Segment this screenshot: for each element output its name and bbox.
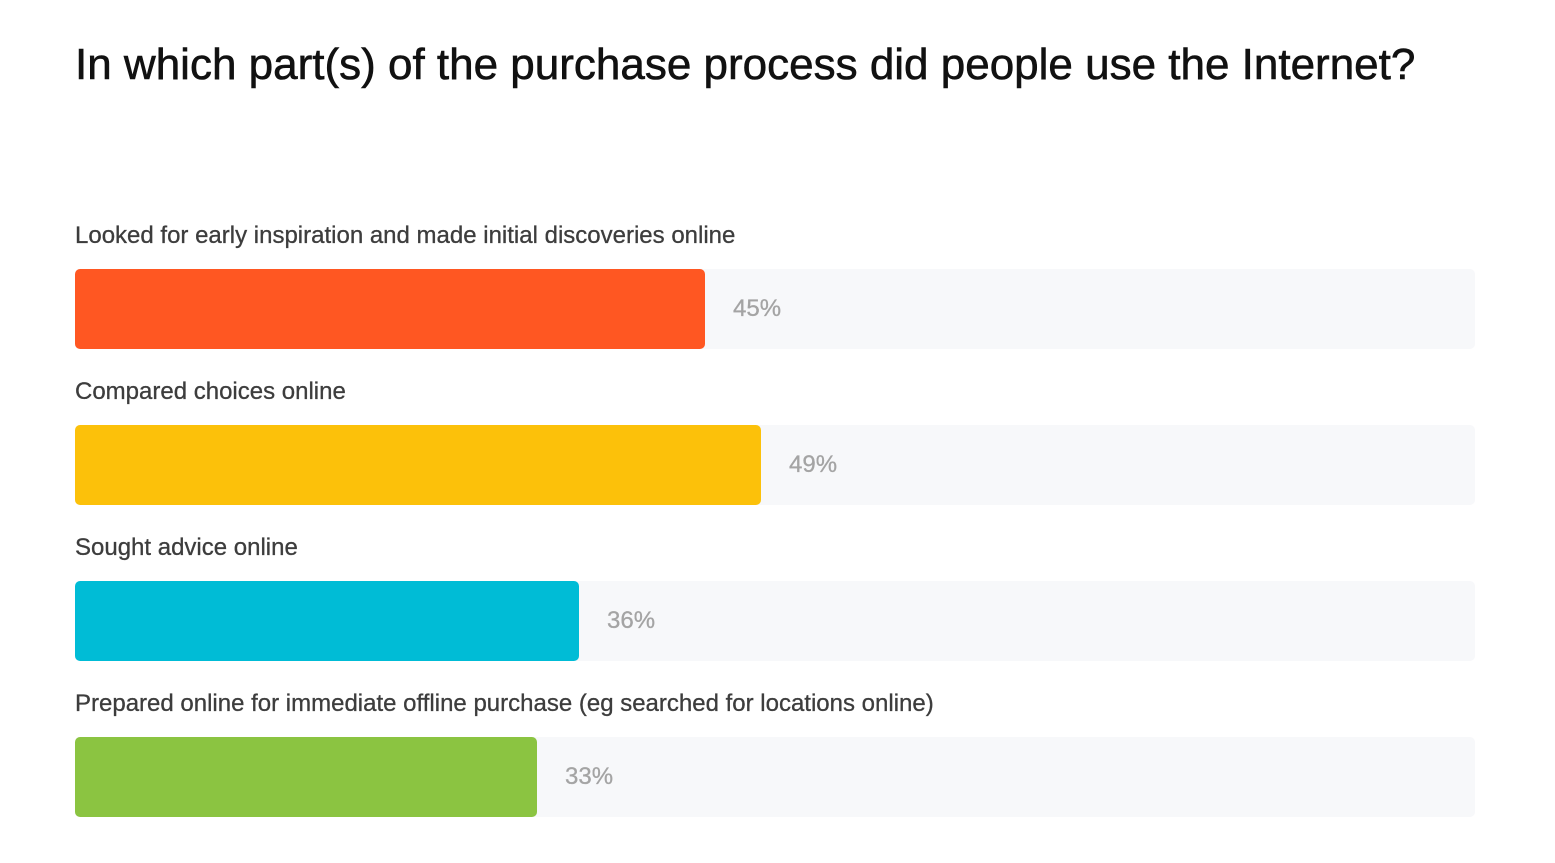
bar — [75, 269, 705, 349]
bar — [75, 581, 579, 661]
category-label: Compared choices online — [75, 378, 346, 405]
category-label: Looked for early inspiration and made in… — [75, 222, 736, 249]
bar-track: 36% — [75, 581, 1475, 661]
value-label: 36% — [607, 607, 656, 634]
bar-row: Compared choices online 49% — [75, 378, 1475, 534]
category-label: Sought advice online — [75, 534, 298, 561]
bar-chart: Looked for early inspiration and made in… — [75, 222, 1475, 846]
bar — [75, 425, 761, 505]
bar — [75, 737, 537, 817]
chart-title: In which part(s) of the purchase process… — [75, 40, 1416, 90]
bar-row: Looked for early inspiration and made in… — [75, 222, 1475, 378]
bar-row: Prepared online for immediate offline pu… — [75, 690, 1475, 846]
value-label: 49% — [789, 451, 838, 478]
bar-row: Sought advice online 36% — [75, 534, 1475, 690]
bar-track: 45% — [75, 269, 1475, 349]
category-label: Prepared online for immediate offline pu… — [75, 690, 934, 717]
bar-track: 33% — [75, 737, 1475, 817]
bar-track: 49% — [75, 425, 1475, 505]
value-label: 45% — [733, 295, 782, 322]
value-label: 33% — [565, 763, 614, 790]
